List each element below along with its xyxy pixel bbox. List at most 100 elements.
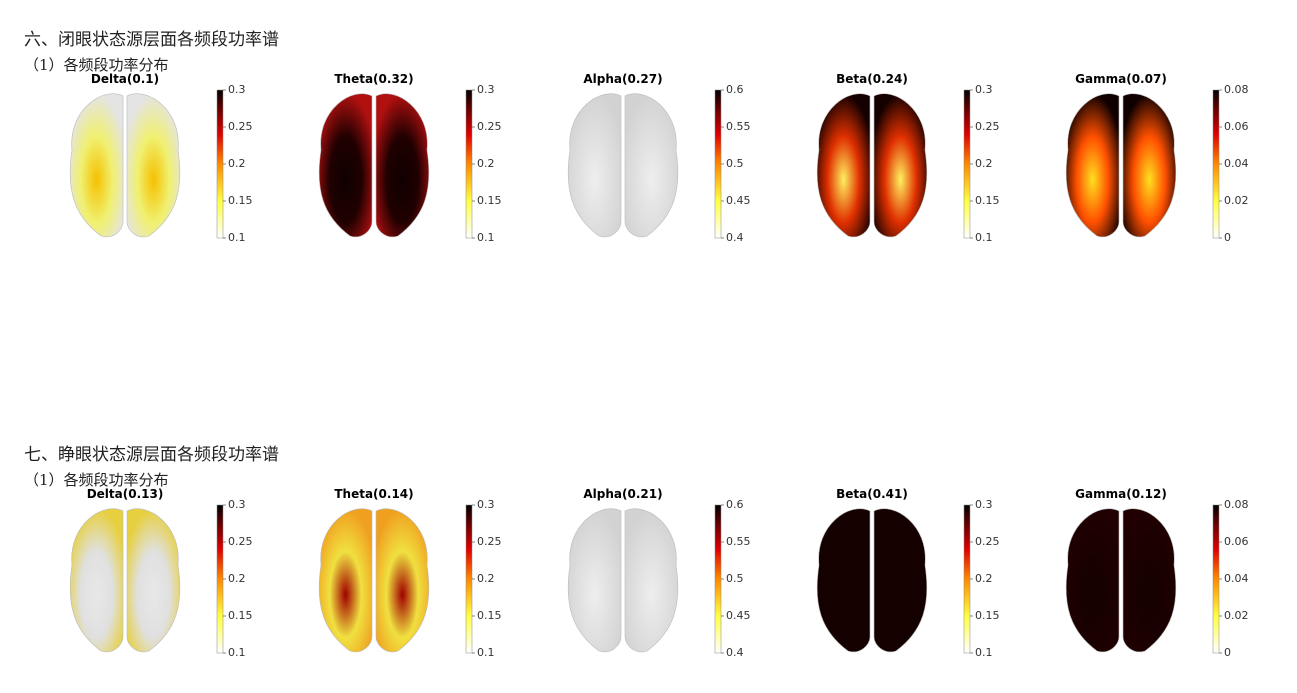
hemisphere [375, 508, 430, 653]
hemisphere [318, 93, 373, 238]
brain-image [1065, 93, 1177, 238]
colorbar-tick-label: 0.1 [975, 646, 993, 659]
colorbar-tick-label: 0.02 [1224, 609, 1249, 622]
panel-title: Delta(0.1) [91, 72, 159, 86]
colorbar-tick-label: 0.2 [477, 157, 495, 170]
hemisphere [873, 93, 928, 238]
panel-title: Alpha(0.27) [583, 72, 662, 86]
colorbar [1212, 89, 1220, 239]
brain-image [816, 508, 928, 653]
colorbar-tick-label: 0.2 [975, 572, 993, 585]
colorbar-tick-label: 0.04 [1224, 157, 1249, 170]
panel-title: Delta(0.13) [87, 487, 164, 501]
colorbar-tick-label: 0.15 [975, 609, 1000, 622]
colorbar-tick-label: 0.08 [1224, 83, 1249, 96]
panel-title: Theta(0.32) [334, 72, 413, 86]
hemisphere [126, 508, 181, 653]
colorbar-tick-label: 0.15 [975, 194, 1000, 207]
colorbar-tick-label: 0.25 [477, 120, 502, 133]
colorbar-tick-label: 0 [1224, 646, 1231, 659]
colorbar-tick-label: 0.25 [477, 535, 502, 548]
brain-image [318, 508, 430, 653]
colorbar-tick-label: 0.06 [1224, 120, 1249, 133]
colorbar-tick-label: 0.1 [228, 231, 246, 244]
colorbar-tick-label: 0.15 [477, 609, 502, 622]
panel-title: Beta(0.41) [836, 487, 908, 501]
colorbar-tick-label: 0.08 [1224, 498, 1249, 511]
panel-title: Alpha(0.21) [583, 487, 662, 501]
brain-image [1065, 508, 1177, 653]
colorbar-tick-label: 0.25 [228, 535, 253, 548]
colorbar [465, 504, 473, 654]
colorbar-tick-label: 0.1 [228, 646, 246, 659]
hemisphere [624, 508, 679, 653]
hemisphere [816, 508, 871, 653]
colorbar-tick-label: 0.1 [477, 231, 495, 244]
colorbar-tick-label: 0.2 [228, 157, 246, 170]
colorbar [714, 504, 722, 654]
section-title: 七、睁眼状态源层面各频段功率谱 [24, 445, 279, 465]
hemisphere [567, 93, 622, 238]
colorbar-tick-label: 0.1 [975, 231, 993, 244]
hemisphere [1065, 93, 1120, 238]
colorbar-tick-label: 0.5 [726, 572, 744, 585]
panel-title: Beta(0.24) [836, 72, 908, 86]
colorbar-tick-label: 0.4 [726, 231, 744, 244]
hemisphere [873, 508, 928, 653]
colorbar [465, 89, 473, 239]
hemisphere [1122, 508, 1177, 653]
colorbar-tick-label: 0.5 [726, 157, 744, 170]
colorbar-tick-label: 0.04 [1224, 572, 1249, 585]
brain-image [567, 93, 679, 238]
hemisphere [126, 93, 181, 238]
colorbar-tick-label: 0.25 [228, 120, 253, 133]
brain-image [567, 508, 679, 653]
hemisphere [624, 93, 679, 238]
hemisphere [375, 93, 430, 238]
hemisphere [318, 508, 373, 653]
colorbar-tick-label: 0.2 [975, 157, 993, 170]
colorbar-tick-label: 0.45 [726, 609, 751, 622]
colorbar-tick-label: 0.15 [477, 194, 502, 207]
colorbar-tick-label: 0.55 [726, 535, 751, 548]
colorbar-tick-label: 0.3 [975, 83, 993, 96]
colorbar-tick-label: 0.25 [975, 535, 1000, 548]
colorbar-tick-label: 0.15 [228, 609, 253, 622]
colorbar [714, 89, 722, 239]
colorbar [1212, 504, 1220, 654]
colorbar-tick-label: 0.55 [726, 120, 751, 133]
panel-title: Gamma(0.12) [1075, 487, 1167, 501]
hemisphere [69, 93, 124, 238]
brain-image [69, 508, 181, 653]
colorbar-tick-label: 0.6 [726, 83, 744, 96]
brain-image [816, 93, 928, 238]
colorbar [216, 504, 224, 654]
panel-title: Theta(0.14) [334, 487, 413, 501]
colorbar [963, 89, 971, 239]
hemisphere [567, 508, 622, 653]
hemisphere [69, 508, 124, 653]
colorbar-tick-label: 0.3 [975, 498, 993, 511]
section-subtitle: （1）各频段功率分布 [24, 56, 169, 74]
colorbar-tick-label: 0.6 [726, 498, 744, 511]
colorbar-tick-label: 0.02 [1224, 194, 1249, 207]
colorbar-tick-label: 0.3 [228, 83, 246, 96]
hemisphere [1065, 508, 1120, 653]
hemisphere [816, 93, 871, 238]
colorbar-tick-label: 0.2 [228, 572, 246, 585]
colorbar-tick-label: 0.06 [1224, 535, 1249, 548]
colorbar [216, 89, 224, 239]
section-title: 六、闭眼状态源层面各频段功率谱 [24, 30, 279, 50]
colorbar-tick-label: 0.15 [228, 194, 253, 207]
colorbar-tick-label: 0.25 [975, 120, 1000, 133]
section-subtitle: （1）各频段功率分布 [24, 471, 169, 489]
colorbar-tick-label: 0.4 [726, 646, 744, 659]
colorbar-tick-label: 0.3 [228, 498, 246, 511]
colorbar-tick-label: 0.2 [477, 572, 495, 585]
colorbar [963, 504, 971, 654]
brain-image [318, 93, 430, 238]
colorbar-tick-label: 0.45 [726, 194, 751, 207]
colorbar-tick-label: 0.3 [477, 498, 495, 511]
hemisphere [1122, 93, 1177, 238]
colorbar-tick-label: 0.3 [477, 83, 495, 96]
